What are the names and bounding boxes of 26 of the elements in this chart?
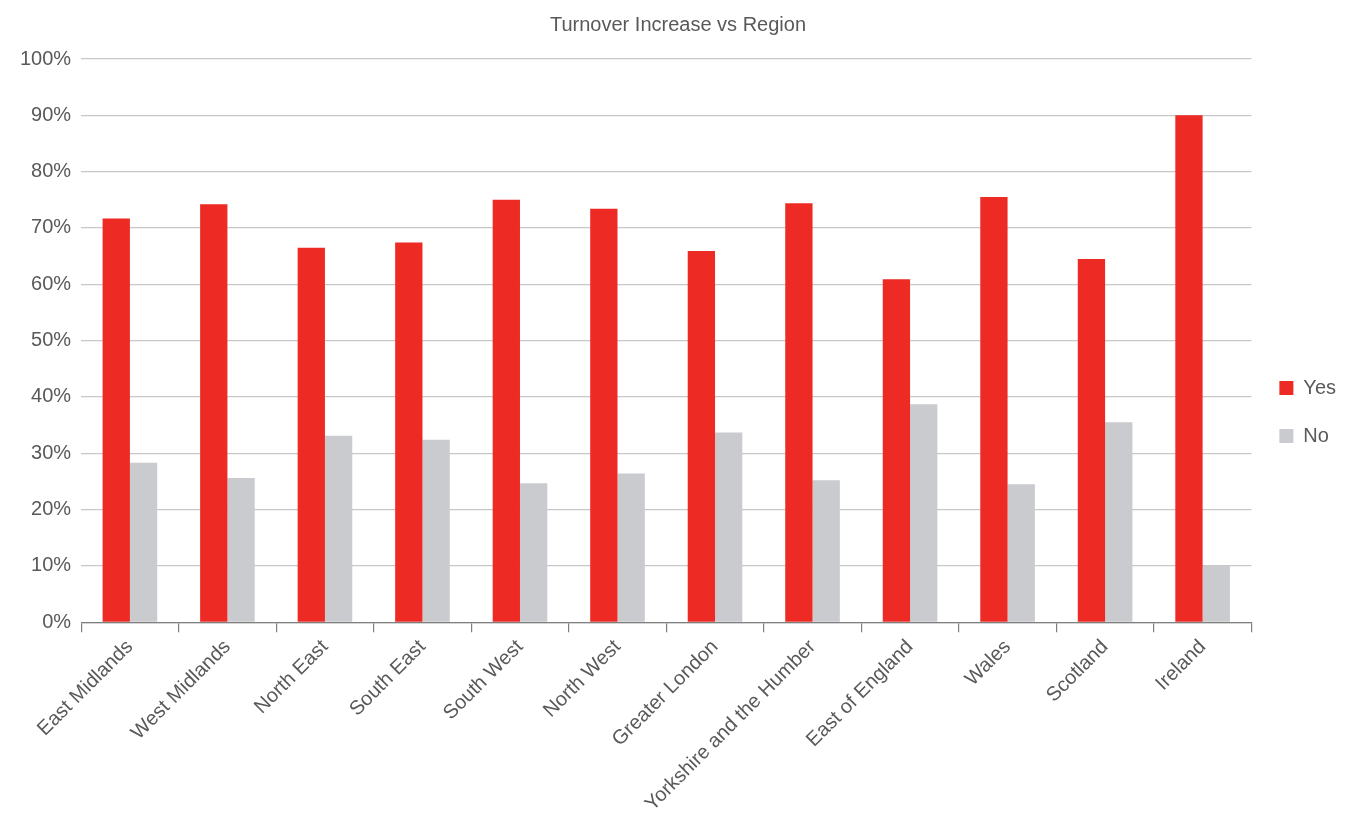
y-tick-label: 50% [31, 328, 72, 351]
chart-title: Turnover Increase vs Region [549, 12, 807, 35]
legend-label: Yes [1303, 375, 1337, 398]
y-tick-label: 80% [31, 159, 72, 182]
bar [492, 199, 520, 622]
y-tick-label: 10% [31, 553, 72, 576]
bar [590, 208, 618, 622]
bar [102, 218, 130, 622]
y-tick-label: 20% [31, 497, 72, 520]
y-tick-label: 30% [31, 440, 72, 463]
y-tick-label: 100% [20, 46, 72, 69]
bar [980, 197, 1008, 622]
legend-label: No [1303, 423, 1329, 446]
bar [1175, 115, 1203, 622]
bar [882, 279, 911, 622]
bar [687, 251, 716, 622]
bar [1077, 258, 1106, 622]
bar [395, 242, 423, 622]
bar [785, 203, 813, 622]
y-tick-label: 0% [42, 609, 72, 632]
y-tick-label: 70% [31, 215, 72, 238]
y-tick-label: 60% [31, 271, 72, 294]
y-tick-label: 90% [31, 102, 72, 125]
bar [200, 204, 228, 622]
bar [297, 247, 325, 622]
y-tick-label: 40% [31, 384, 72, 407]
